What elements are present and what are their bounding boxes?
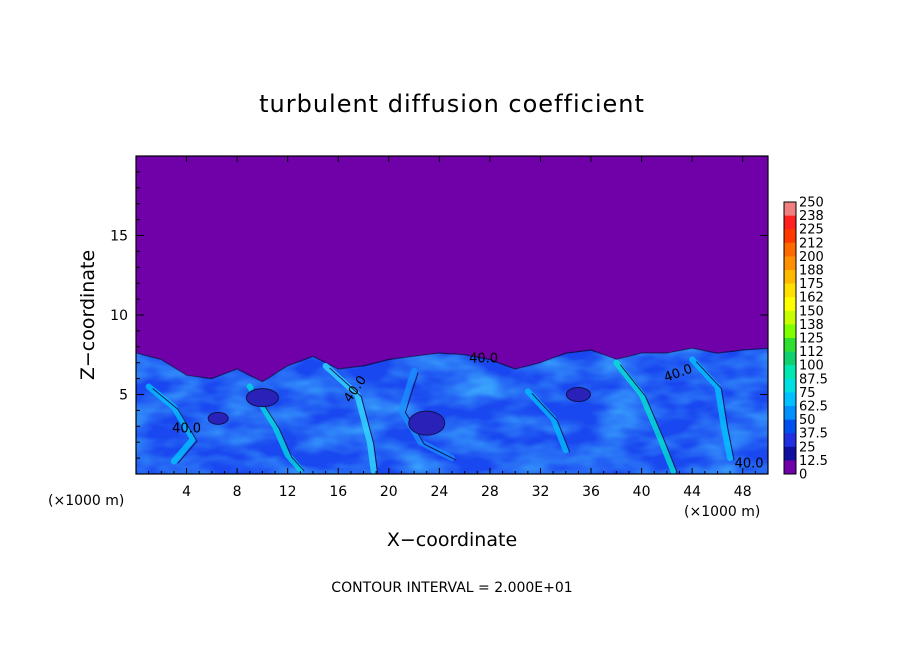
colorbar-label: 212	[799, 236, 824, 251]
low-value-pocket	[207, 411, 229, 425]
colorbar-label: 87.5	[799, 372, 828, 387]
contour-line	[531, 392, 571, 453]
y-axis-label: Z−coordinate	[77, 250, 99, 380]
x-unit-label-right: (×1000 m)	[684, 504, 760, 520]
colorbar-swatch	[784, 283, 796, 298]
eddy-streak	[524, 388, 569, 454]
colorbar-swatch	[784, 460, 796, 475]
colorbar-swatch	[784, 406, 796, 420]
colorbar-label: 150	[799, 304, 824, 319]
x-tick-label: 12	[279, 484, 297, 500]
colorbar-label: 50	[799, 413, 816, 428]
x-axis-ticks: 4 8 12 16 20 24 28 32 36 40 44 48	[148, 156, 756, 500]
x-tick-label: 48	[734, 484, 752, 500]
colorbar: 2502382252122001881751621501381251121008…	[783, 196, 828, 483]
colorbar-swatch	[784, 270, 796, 284]
x-tick-label: 44	[683, 484, 701, 500]
colorbar-label: 75	[799, 386, 816, 401]
colorbar-swatch	[784, 392, 796, 407]
contour-label: 40.0	[172, 422, 201, 437]
y-tick-label: 10	[110, 308, 128, 324]
y-tick-label: 5	[119, 388, 128, 404]
colorbar-label: 25	[799, 440, 816, 455]
x-axis-label: X−coordinate	[387, 529, 517, 551]
colorbar-label: 138	[799, 318, 824, 333]
eddy-streak	[613, 359, 677, 474]
x-tick-label: 32	[532, 484, 550, 500]
x-unit-label-left: (×1000 m)	[48, 493, 124, 509]
colorbar-label: 188	[799, 264, 824, 279]
colorbar-label: 125	[799, 332, 824, 347]
contour-label: 40.0	[469, 352, 498, 367]
colorbar-label: 162	[799, 291, 824, 306]
colorbar-swatch	[784, 256, 796, 271]
chart-title: turbulent diffusion coefficient	[259, 90, 645, 118]
colorbar-label: 12.5	[799, 454, 828, 469]
low-value-pocket	[245, 388, 279, 408]
colorbar-label: 62.5	[799, 400, 828, 415]
colorbar-swatch	[784, 365, 796, 380]
x-tick-label: 16	[329, 484, 347, 500]
colorbar-swatch	[784, 351, 796, 366]
colorbar-label: 225	[799, 223, 824, 238]
x-tick-label: 36	[582, 484, 600, 500]
colorbar-swatch	[784, 324, 796, 339]
x-tick-label: 4	[182, 484, 191, 500]
contour-label: 40.0	[735, 457, 764, 472]
colorbar-swatch	[784, 229, 796, 244]
eddy-streak	[322, 362, 377, 474]
colorbar-swatch	[784, 433, 796, 448]
colorbar-label: 250	[799, 196, 824, 211]
colorbar-label: 37.5	[799, 427, 828, 442]
low-value-pocket	[565, 387, 591, 402]
low-value-pocket	[408, 410, 446, 436]
colorbar-swatch	[784, 338, 796, 352]
contour-line	[619, 364, 678, 474]
y-tick-label: 15	[110, 229, 128, 245]
colorbar-label: 200	[799, 250, 824, 265]
contour-interval-text: CONTOUR INTERVAL = 2.000E+01	[331, 580, 572, 596]
contour-line	[253, 388, 305, 472]
colorbar-label: 238	[799, 209, 824, 224]
x-tick-label: 40	[633, 484, 651, 500]
colorbar-label: 100	[799, 359, 824, 374]
colorbar-label: 0	[799, 468, 807, 483]
colorbar-label: 175	[799, 277, 824, 292]
eddy-streak	[689, 356, 734, 462]
colorbar-swatch	[784, 419, 796, 434]
colorbar-swatch	[784, 297, 796, 312]
x-tick-label: 8	[233, 484, 242, 500]
eddy-streak	[145, 383, 196, 465]
contour-line	[329, 367, 379, 473]
turbulence-texture	[136, 348, 768, 474]
colorbar-label: 112	[799, 345, 824, 360]
contour-line	[152, 388, 198, 464]
colorbar-swatch	[784, 242, 796, 257]
x-tick-label: 28	[481, 484, 499, 500]
x-tick-label: 24	[430, 484, 448, 500]
colorbar-frame	[783, 201, 797, 475]
x-tick-label: 20	[380, 484, 398, 500]
colorbar-swatch	[784, 202, 796, 216]
colorbar-swatch	[784, 378, 796, 393]
colorbar-swatch	[784, 215, 796, 230]
y-axis-ticks: 5 10 15	[110, 171, 768, 459]
colorbar-swatch	[784, 310, 796, 325]
plot-area: 40.040.040.040.040.0	[136, 156, 768, 474]
colorbar-swatch	[784, 446, 796, 461]
eddy-structures	[145, 356, 735, 474]
contour-line	[695, 361, 735, 461]
